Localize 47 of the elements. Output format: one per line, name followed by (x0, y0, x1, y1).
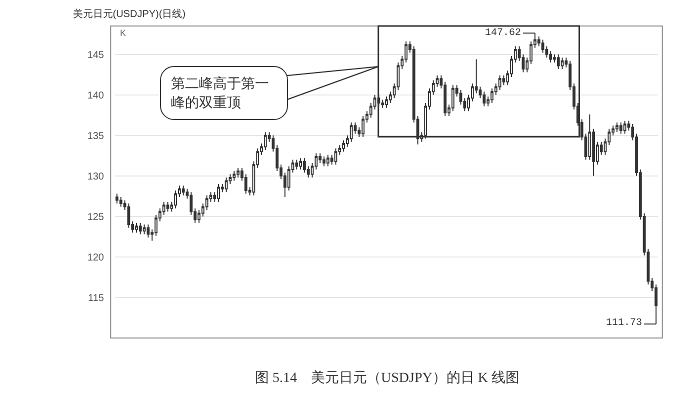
candlestick (146, 224, 150, 238)
y-tick-label: 140 (87, 90, 104, 102)
candlestick (303, 158, 306, 174)
candlestick (451, 84, 454, 112)
candlestick (342, 140, 345, 152)
annotation: 147.62 (485, 28, 522, 39)
candlestick (224, 177, 228, 193)
candlestick (127, 202, 130, 228)
candlestick (623, 120, 626, 134)
candlestick (549, 50, 552, 63)
candlestick (116, 193, 118, 204)
caption: 图 5.14 美元日元（USDJPY）的日 K 线图 (255, 370, 520, 386)
candlestick (299, 158, 302, 170)
candlestick (556, 54, 560, 70)
candlestick (166, 201, 170, 212)
y-tick-label: 145 (87, 50, 104, 61)
candlestick (232, 170, 236, 182)
candlestick (135, 222, 138, 234)
chart-title: 美元日元(USDJPY)(日线) (72, 8, 186, 20)
candlestick (236, 167, 240, 178)
candlestick (502, 74, 506, 86)
y-tick-label: 120 (87, 252, 104, 264)
annotation: 111.73 (606, 318, 642, 329)
candlestick (217, 184, 220, 202)
y-tick-label: 130 (87, 171, 104, 182)
candlestick (616, 122, 618, 133)
candlestick (326, 154, 330, 167)
y-tick-label: 135 (87, 130, 104, 142)
annotation: 第二峰高于第一峰的双重顶 (160, 66, 288, 120)
candlestick (541, 39, 544, 54)
candlestick (138, 222, 142, 235)
candlestick (362, 115, 365, 138)
y-tick-label: 125 (87, 212, 104, 223)
y-axis-title: K (120, 28, 126, 38)
candlestick (560, 57, 564, 70)
y-tick-label: 115 (88, 292, 104, 304)
candlestick (119, 196, 122, 208)
candlestick (381, 99, 384, 108)
candlestick (498, 74, 502, 91)
candlestick (334, 148, 338, 166)
candlestick (619, 122, 622, 134)
candlestick (142, 224, 146, 235)
candlestick (482, 91, 486, 107)
candlestick (490, 88, 494, 104)
candlestick (182, 185, 185, 196)
candlestick (295, 159, 298, 170)
candlestick (322, 156, 326, 167)
